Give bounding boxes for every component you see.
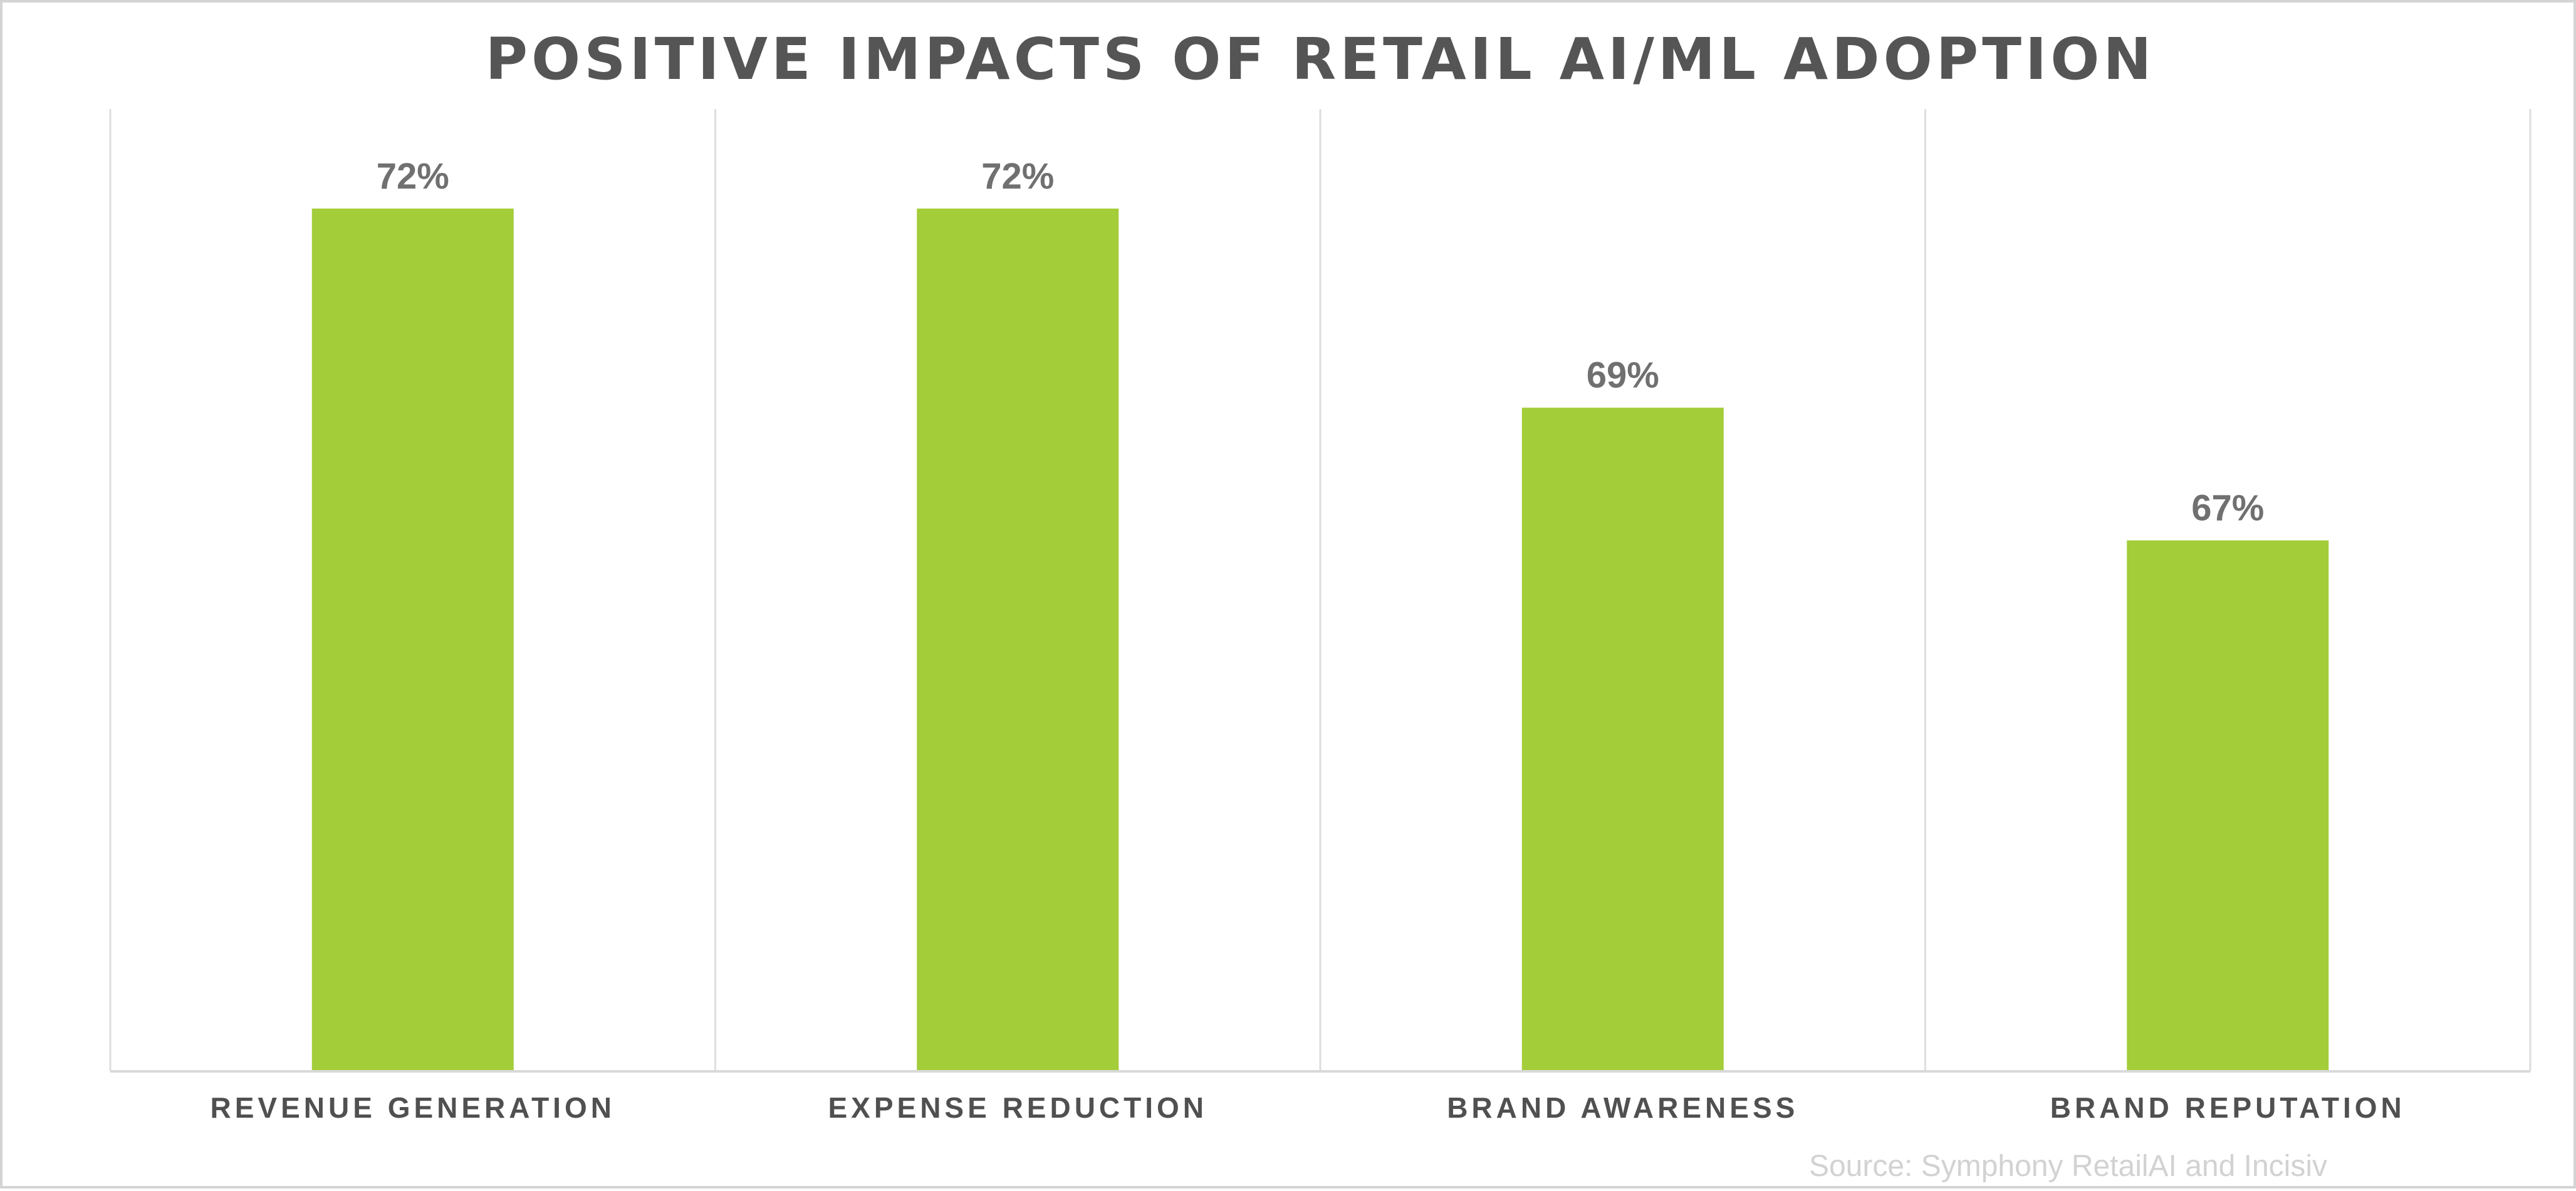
bars <box>311 208 2329 1072</box>
value-label: 67% <box>2191 488 2264 529</box>
bar <box>1521 407 1724 1071</box>
source-note: Source: Symphony RetailAI and Incisiv <box>1809 1150 2327 1183</box>
value-label: 72% <box>377 156 449 197</box>
chart-title: POSITIVE IMPACTS OF RETAIL AI/ML ADOPTIO… <box>486 26 2156 93</box>
bar-chart: POSITIVE IMPACTS OF RETAIL AI/ML ADOPTIO… <box>109 26 2532 1183</box>
category-label: EXPENSE REDUCTION <box>828 1091 1207 1124</box>
category-label: BRAND REPUTATION <box>2050 1091 2406 1124</box>
value-label: 69% <box>1587 355 1659 396</box>
bar <box>2127 540 2329 1071</box>
bar <box>311 208 514 1072</box>
category-label: REVENUE GENERATION <box>211 1091 615 1124</box>
category-labels: REVENUE GENERATION EXPENSE REDUCTION BRAND… <box>211 1091 2406 1124</box>
value-labels: 72% 72% 69% 67% <box>377 156 2265 529</box>
category-label: BRAND AWARENESS <box>1447 1091 1798 1124</box>
bar <box>917 208 1119 1072</box>
category-dividers <box>109 109 2532 1071</box>
value-label: 72% <box>981 156 1054 197</box>
